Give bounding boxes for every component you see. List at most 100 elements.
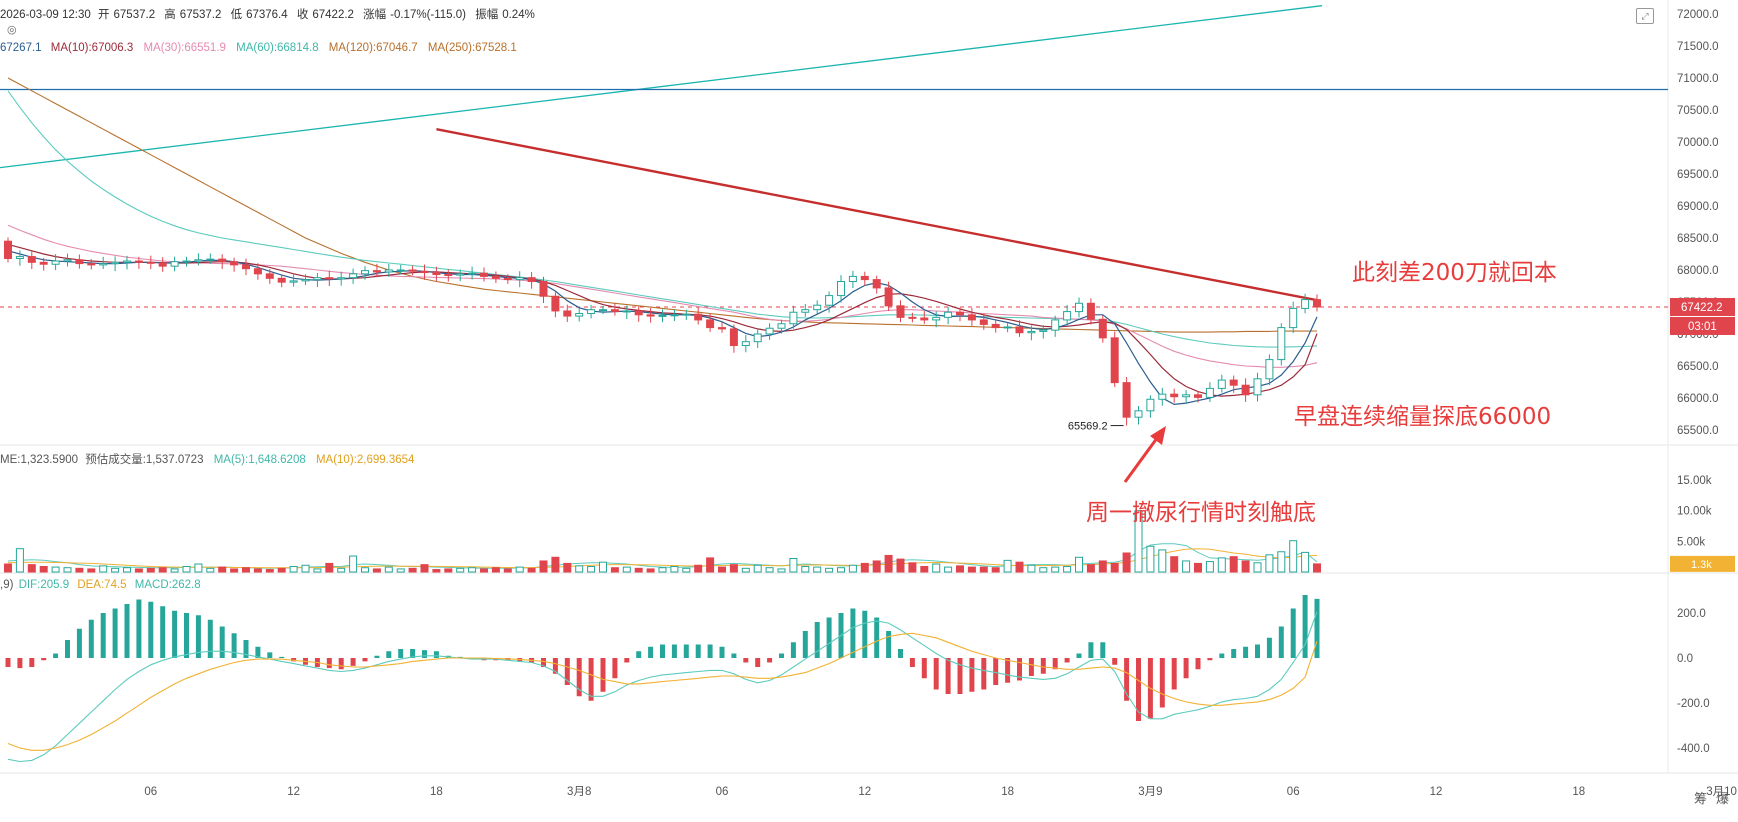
volume-bar bbox=[1063, 565, 1072, 573]
volume-bar bbox=[218, 566, 227, 573]
volume-bar bbox=[563, 562, 572, 573]
candle-body bbox=[503, 277, 512, 281]
volume-bar bbox=[622, 566, 631, 573]
macd-hist-bar bbox=[802, 631, 808, 658]
macd-hist-bar bbox=[338, 658, 344, 670]
volume-bar bbox=[384, 566, 393, 573]
candle-body bbox=[372, 270, 381, 273]
price-tick-label: 70500.0 bbox=[1677, 105, 1719, 117]
volume-bar bbox=[87, 568, 96, 573]
eye-icon[interactable]: ◎ bbox=[7, 24, 17, 36]
volume-bar bbox=[337, 567, 346, 573]
arrow-head bbox=[1150, 426, 1166, 445]
volume-bar bbox=[1182, 560, 1191, 573]
candle-body bbox=[182, 260, 191, 263]
chips-button[interactable]: 筹 bbox=[1694, 791, 1708, 806]
volume-bar bbox=[1158, 549, 1167, 573]
volume-bar bbox=[408, 567, 417, 573]
candle-body bbox=[4, 240, 12, 259]
price-tick-label: 69500.0 bbox=[1677, 169, 1719, 181]
volume-bar bbox=[872, 560, 881, 573]
candle-body bbox=[1301, 299, 1310, 309]
ma120-value: MA(120):67046.7 bbox=[328, 42, 418, 54]
price-tick-label: 71500.0 bbox=[1677, 41, 1719, 53]
macd-hist-bar bbox=[743, 658, 749, 663]
macd-hist-bar bbox=[552, 658, 558, 674]
low-value: 67376.4 bbox=[246, 9, 288, 21]
candle-body bbox=[539, 281, 548, 297]
macd-hist-bar bbox=[719, 646, 725, 658]
volume-bar bbox=[182, 565, 191, 573]
macd-hist-bar bbox=[969, 658, 975, 692]
volume-bar bbox=[551, 556, 560, 573]
candle-body bbox=[884, 287, 893, 307]
volume-bar bbox=[230, 568, 239, 573]
candle-body bbox=[301, 279, 310, 282]
trend-line bbox=[0, 5, 1323, 169]
candle-body bbox=[194, 259, 203, 262]
macd-hist-bar bbox=[850, 608, 856, 658]
candle-body bbox=[956, 311, 964, 316]
volume-bar bbox=[658, 567, 667, 573]
macd-hist-bar bbox=[1028, 658, 1034, 676]
macd-hist-bar bbox=[933, 658, 939, 690]
annotation-gap: 此刻差200刀就回本 bbox=[1352, 260, 1557, 286]
candle-body bbox=[1015, 326, 1024, 334]
volume-bar bbox=[587, 565, 596, 573]
volume-bar bbox=[396, 568, 405, 573]
price-tick-label: 71000.0 bbox=[1677, 73, 1719, 85]
candle-body bbox=[1122, 382, 1131, 418]
liquidation-button[interactable]: 爆 bbox=[1716, 791, 1730, 806]
ohlc-header: 2026-03-09 12:30 开 67537.2 高 67537.2 低 6737… bbox=[0, 6, 539, 22]
candle-body bbox=[848, 275, 857, 283]
candle-body bbox=[1182, 394, 1191, 398]
ma5-line bbox=[7, 250, 1318, 406]
volume-bar bbox=[956, 565, 964, 573]
candle-body bbox=[1051, 319, 1060, 331]
candle-body bbox=[896, 305, 905, 318]
macd-hist-bar bbox=[1040, 658, 1046, 674]
volume-bar bbox=[111, 567, 120, 573]
macd-hist-bar bbox=[909, 658, 915, 667]
candle-body bbox=[15, 256, 24, 259]
macd-tick-label: -400.0 bbox=[1677, 743, 1710, 755]
volume-bar bbox=[801, 565, 810, 573]
macd-hist-bar bbox=[1243, 646, 1249, 658]
volume-bars bbox=[4, 510, 1321, 573]
price-tick-label: 66500.0 bbox=[1677, 361, 1719, 373]
volume-bar bbox=[527, 567, 536, 573]
price-tick-label: 68500.0 bbox=[1677, 233, 1719, 245]
expand-icon[interactable]: ⤢ bbox=[1636, 8, 1654, 24]
change-label: 涨幅 bbox=[363, 9, 387, 21]
macd-hist-bar bbox=[374, 655, 380, 658]
macd-hist-bar bbox=[1159, 658, 1165, 708]
overlay-lines bbox=[0, 5, 1668, 308]
macd-hist-bar bbox=[100, 613, 106, 658]
candle-body bbox=[444, 273, 453, 276]
grid bbox=[0, 0, 1738, 774]
ma30-line bbox=[7, 224, 1318, 368]
volume-bar bbox=[741, 567, 750, 573]
macd-hist-bar bbox=[541, 658, 546, 667]
candle-body bbox=[872, 279, 881, 289]
candle-body bbox=[789, 311, 798, 325]
volume-bar bbox=[991, 567, 1000, 573]
candle-body bbox=[27, 256, 36, 263]
macd-hist-bar bbox=[683, 644, 689, 658]
time-tick-label: 12 bbox=[287, 786, 300, 798]
ma120-line bbox=[7, 77, 1318, 333]
candle-body bbox=[337, 277, 346, 280]
macd-hist-bar bbox=[386, 651, 392, 658]
macd-hist-bar bbox=[576, 658, 582, 697]
volume-bar bbox=[825, 567, 834, 573]
volume-bar bbox=[1313, 563, 1321, 573]
volume-bar bbox=[253, 568, 262, 573]
macd-params: ,9) bbox=[0, 579, 14, 591]
candle-body bbox=[1194, 394, 1202, 398]
volume-bar bbox=[896, 558, 905, 573]
volume-bar bbox=[1205, 561, 1214, 573]
macd-hist-bar bbox=[88, 619, 94, 658]
candle-body bbox=[123, 260, 131, 263]
